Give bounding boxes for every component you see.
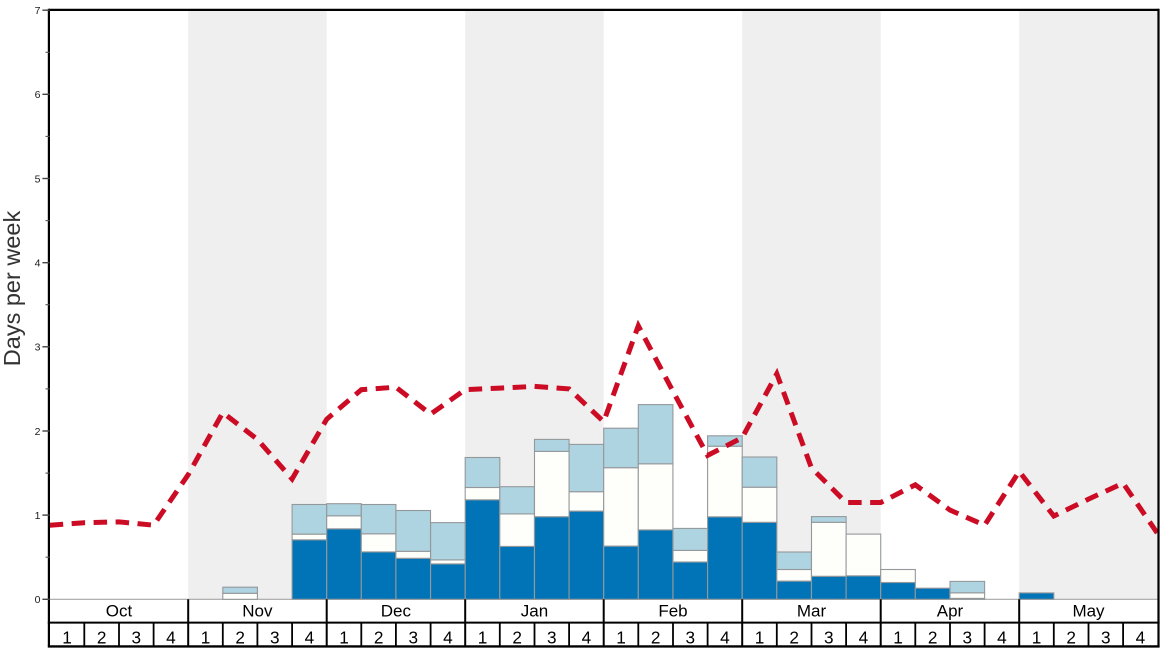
svg-text:1: 1 <box>62 627 72 647</box>
svg-text:May: May <box>1072 601 1105 620</box>
svg-text:Days per week: Days per week <box>0 211 25 367</box>
svg-text:1: 1 <box>1032 627 1042 647</box>
svg-text:2: 2 <box>512 627 522 647</box>
svg-text:Dec: Dec <box>381 601 412 620</box>
svg-text:4: 4 <box>859 627 869 647</box>
svg-text:4: 4 <box>443 627 453 647</box>
svg-text:2: 2 <box>374 627 384 647</box>
svg-text:4: 4 <box>582 627 592 647</box>
svg-text:3: 3 <box>547 627 557 647</box>
svg-text:4: 4 <box>720 627 730 647</box>
svg-text:4: 4 <box>166 627 176 647</box>
svg-text:1: 1 <box>201 627 211 647</box>
svg-text:Mar: Mar <box>797 601 827 620</box>
svg-text:0: 0 <box>35 594 41 606</box>
svg-text:1: 1 <box>35 510 41 522</box>
svg-text:Feb: Feb <box>658 601 687 620</box>
svg-text:2: 2 <box>1066 627 1076 647</box>
svg-text:Oct: Oct <box>106 601 133 620</box>
svg-text:2: 2 <box>35 426 41 438</box>
svg-text:Nov: Nov <box>242 601 273 620</box>
svg-text:4: 4 <box>997 627 1007 647</box>
svg-text:3: 3 <box>409 627 419 647</box>
svg-text:2: 2 <box>97 627 107 647</box>
svg-text:2: 2 <box>789 627 799 647</box>
svg-text:4: 4 <box>1136 627 1146 647</box>
svg-text:Apr: Apr <box>937 601 964 620</box>
svg-text:3: 3 <box>824 627 834 647</box>
svg-text:1: 1 <box>478 627 488 647</box>
svg-text:2: 2 <box>928 627 938 647</box>
svg-text:4: 4 <box>305 627 315 647</box>
svg-text:1: 1 <box>893 627 903 647</box>
svg-text:3: 3 <box>963 627 973 647</box>
svg-text:6: 6 <box>35 89 41 101</box>
svg-text:3: 3 <box>1101 627 1111 647</box>
svg-text:1: 1 <box>616 627 626 647</box>
svg-text:7: 7 <box>35 5 41 17</box>
svg-text:3: 3 <box>270 627 280 647</box>
svg-text:1: 1 <box>339 627 349 647</box>
svg-text:2: 2 <box>651 627 661 647</box>
svg-text:Jan: Jan <box>521 601 548 620</box>
svg-text:3: 3 <box>35 342 41 354</box>
svg-text:3: 3 <box>686 627 696 647</box>
svg-text:5: 5 <box>35 173 41 185</box>
svg-text:2: 2 <box>235 627 245 647</box>
svg-text:4: 4 <box>35 258 41 270</box>
svg-text:3: 3 <box>132 627 142 647</box>
svg-text:1: 1 <box>755 627 765 647</box>
